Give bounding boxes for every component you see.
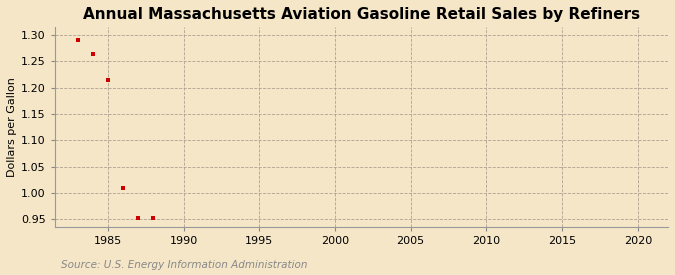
Y-axis label: Dollars per Gallon: Dollars per Gallon <box>7 77 17 177</box>
Title: Annual Massachusetts Aviation Gasoline Retail Sales by Refiners: Annual Massachusetts Aviation Gasoline R… <box>83 7 640 22</box>
Text: Source: U.S. Energy Information Administration: Source: U.S. Energy Information Administ… <box>61 260 307 270</box>
